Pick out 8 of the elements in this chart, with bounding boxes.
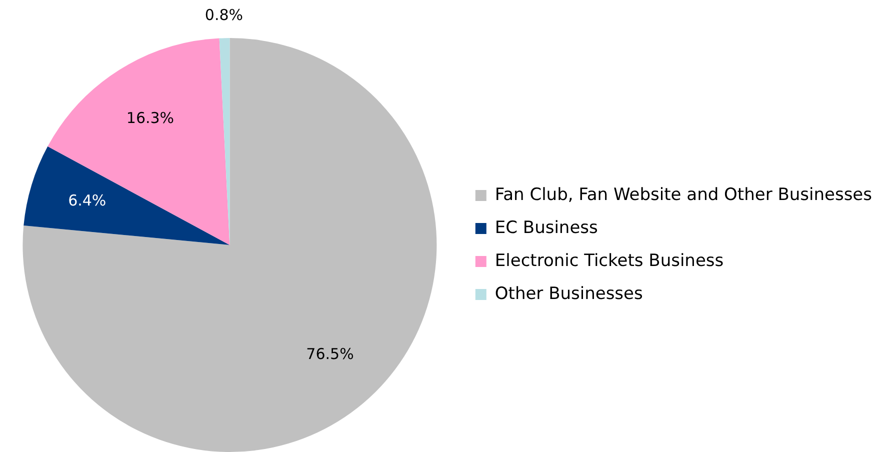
data-label: 0.8% [204,6,243,24]
legend-label: Electronic Tickets Business [494,250,724,271]
legend-label: EC Business [494,218,598,238]
data-label: 16.3% [126,108,174,127]
legend-label: Fan Club, Fan Website and Other Businesses [494,184,872,205]
legend-label: Other Businesses [494,284,643,304]
data-label: 76.5% [306,345,354,364]
data-label: 6.4% [68,192,106,210]
